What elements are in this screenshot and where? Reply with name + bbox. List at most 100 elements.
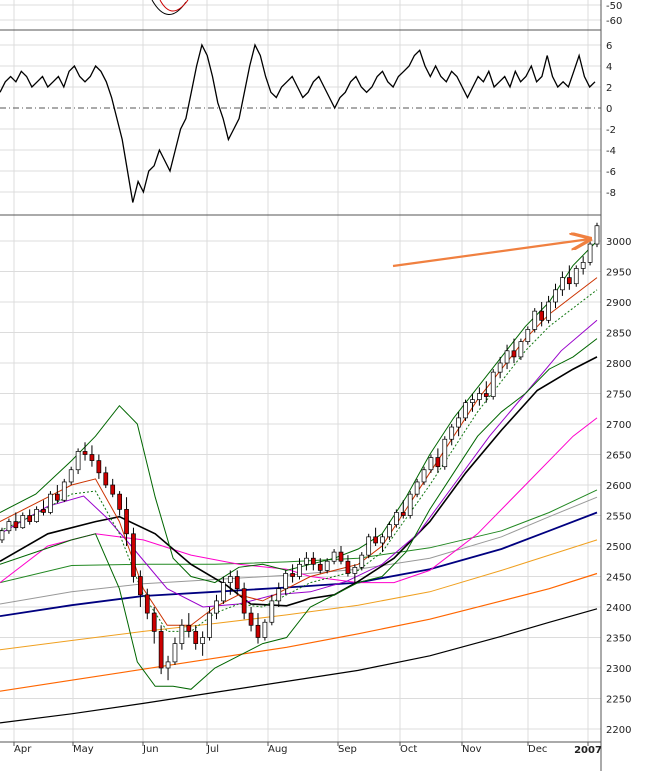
candle-body	[214, 600, 219, 614]
xtick-label: Nov	[462, 744, 482, 755]
candle-body	[497, 362, 503, 373]
candle-body	[359, 554, 365, 568]
candle	[68, 466, 74, 485]
candle	[179, 619, 185, 650]
price-ytick-label: 2650	[606, 451, 631, 462]
candle	[470, 393, 475, 412]
price-ytick-label: 2700	[606, 420, 631, 431]
candle	[456, 411, 461, 437]
candle-body	[172, 643, 178, 663]
candle	[518, 338, 524, 360]
candle-body	[463, 402, 468, 419]
candle-body	[553, 289, 558, 303]
candle	[172, 637, 178, 665]
candle-body	[304, 557, 309, 565]
candle	[75, 448, 81, 475]
osc-ytick-label: 0	[606, 104, 612, 115]
price-ytick-label: 3000	[606, 237, 631, 248]
candle-body	[276, 588, 282, 602]
candle	[138, 570, 143, 607]
candle-body	[200, 637, 205, 644]
candle	[151, 607, 157, 644]
candle	[255, 613, 261, 644]
candle-body	[442, 438, 448, 468]
candle	[546, 295, 551, 324]
candle-body	[138, 576, 143, 596]
candle-body	[234, 576, 240, 590]
candle-body	[96, 460, 102, 474]
candle	[193, 625, 199, 650]
osc-ytick-label: -6	[606, 167, 616, 178]
candle-body	[331, 551, 337, 562]
candle	[144, 588, 150, 620]
candle-body	[490, 371, 496, 397]
candle	[248, 607, 254, 632]
candle	[61, 478, 67, 503]
candle	[414, 478, 420, 498]
candle	[511, 338, 517, 363]
candle-body	[297, 563, 302, 577]
candle	[345, 555, 351, 577]
candle	[539, 302, 545, 327]
candle	[359, 552, 365, 571]
xtick-label: Jul	[206, 744, 219, 755]
candle-body	[27, 515, 33, 522]
candle	[373, 527, 378, 546]
candle-body	[324, 560, 330, 571]
candle-body	[6, 521, 12, 532]
candle	[96, 454, 102, 479]
candle	[483, 381, 489, 403]
candle-body	[518, 341, 524, 358]
price-ytick-label: 2200	[606, 725, 631, 736]
moving-average-line	[0, 511, 598, 617]
candle-body	[387, 524, 392, 538]
candle	[20, 512, 26, 529]
candle-body	[124, 509, 129, 535]
candle-body	[394, 512, 399, 526]
candle	[532, 308, 538, 333]
candle-body	[310, 557, 316, 565]
top-ytick-label: -60	[606, 16, 622, 27]
candle	[560, 271, 565, 296]
candle	[490, 369, 496, 400]
candle-body	[241, 588, 247, 614]
candle-body	[380, 536, 385, 544]
candle	[262, 619, 268, 641]
osc-ytick-label: 2	[606, 83, 612, 94]
candle-body	[352, 566, 358, 574]
candle	[421, 466, 427, 485]
moving-average-line	[0, 489, 598, 584]
candle	[504, 344, 510, 370]
candle	[41, 500, 46, 516]
candle	[407, 491, 413, 519]
candle-body	[48, 493, 53, 513]
candle	[324, 558, 330, 574]
candle-body	[248, 612, 254, 626]
candle	[580, 256, 586, 275]
candle-body	[414, 481, 420, 495]
xtick-label: Jun	[142, 744, 159, 755]
candle-body	[165, 661, 171, 669]
candle-body	[373, 536, 378, 544]
moving-averages	[0, 240, 598, 724]
candle-body	[82, 451, 88, 455]
candle-body	[0, 530, 5, 541]
candle-body	[477, 393, 482, 400]
candle-body	[20, 515, 26, 529]
candle	[477, 387, 482, 406]
xtick-label: Sep	[338, 744, 357, 755]
grid	[0, 0, 601, 742]
candle-body	[407, 493, 413, 516]
candle	[6, 518, 12, 534]
price-ytick-label: 2850	[606, 329, 631, 340]
candle-body	[41, 509, 46, 513]
candle-body	[449, 426, 455, 440]
osc-ytick-label: -2	[606, 125, 616, 136]
candle	[89, 445, 95, 467]
candle	[428, 454, 434, 473]
osc-ytick-label: 6	[606, 41, 612, 52]
candle-body	[511, 350, 517, 358]
candle-body	[525, 329, 531, 343]
panel-frames	[0, 0, 602, 771]
candle	[553, 283, 558, 309]
